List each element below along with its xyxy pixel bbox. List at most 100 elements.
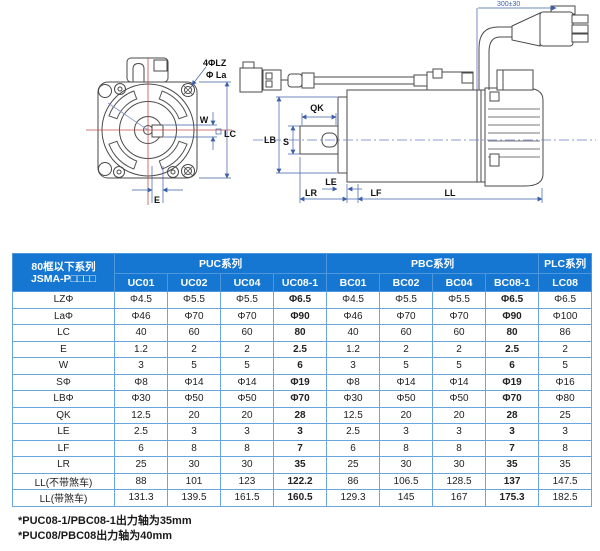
spec-cell: 12.5 [114, 406, 168, 424]
spec-cell: 60 [379, 324, 434, 342]
spec-cell: Φ14 [432, 373, 487, 391]
spec-cell: 25 [114, 456, 168, 474]
table-row: LC 40 60 60 80 40 60 60 80 86 [12, 324, 593, 342]
spec-cell: 3 [485, 423, 540, 441]
spec-cell: 2 [538, 340, 593, 358]
footnotes: *PUC08-1/PBC08-1出力轴为35mm *PUC08/PBC08出力轴… [18, 514, 192, 544]
spec-cell: 88 [114, 472, 168, 490]
front-view-drawing: 4ΦLZ Φ La W LC E [86, 57, 236, 205]
spec-cell: 8 [538, 439, 593, 457]
footnote-1: *PUC08-1/PBC08-1出力轴为35mm [18, 515, 192, 527]
spec-cell: 106.5 [379, 472, 434, 490]
row-label: LC [12, 324, 115, 342]
spec-cell: Φ70 [432, 307, 487, 325]
spec-cell: 160.5 [272, 489, 328, 507]
spec-cell: 86 [538, 324, 593, 342]
spec-cell: 2 [167, 340, 221, 358]
spec-cell: Φ90 [485, 307, 540, 325]
row-label: LL(带煞车) [12, 489, 115, 507]
spec-cell: 6 [272, 357, 328, 375]
spec-cell: 80 [272, 324, 328, 342]
power-connector-icon [478, 5, 589, 90]
spec-cell: Φ19 [485, 373, 540, 391]
spec-cell: 147.5 [538, 472, 593, 490]
spec-cell: 30 [220, 456, 274, 474]
spec-cell: 128.5 [432, 472, 487, 490]
flange-arc-slots [108, 90, 188, 170]
row-label: E [12, 340, 115, 358]
spec-cell: 60 [220, 324, 274, 342]
spec-cell: 2 [379, 340, 434, 358]
spec-cell: 30 [167, 456, 221, 474]
spec-cell: 20 [379, 406, 434, 424]
table-row: LaΦ Φ46 Φ70 Φ70 Φ90 Φ46 Φ70 Φ70 Φ90 Φ100 [12, 307, 593, 325]
spec-cell: 40 [326, 324, 381, 342]
spec-cell: Φ50 [167, 390, 221, 408]
spec-cell: 30 [432, 456, 487, 474]
spec-cell: 25 [326, 456, 381, 474]
spec-cell: Φ4.5 [326, 291, 381, 309]
row-label: LE [12, 423, 115, 441]
table-row: E 1.2 2 2 2.5 1.2 2 2 2.5 2 [12, 340, 593, 358]
spec-cell: 139.5 [167, 489, 221, 507]
table-row: SΦ Φ8 Φ14 Φ14 Φ19 Φ8 Φ14 Φ14 Φ19 Φ16 [12, 373, 593, 391]
model-column-header: BC01 [326, 273, 381, 292]
row-label: LF [12, 439, 115, 457]
label-flange-dia: Φ La [206, 70, 227, 80]
spec-cell: Φ5.5 [220, 291, 274, 309]
model-column-header: UC02 [167, 273, 221, 292]
label-lb: LB [264, 135, 276, 145]
row-label: LaΦ [12, 307, 115, 325]
spec-cell: 167 [432, 489, 487, 507]
spec-cell: 8 [432, 439, 487, 457]
series-title-line1: 80框以下系列 [31, 260, 96, 273]
spec-cell: 101 [167, 472, 221, 490]
table-row: LE 2.5 3 3 3 2.5 3 3 3 3 [12, 423, 593, 441]
spec-cell: 5 [379, 357, 434, 375]
model-column-header: BC02 [379, 273, 434, 292]
model-column-header: BC04 [432, 273, 487, 292]
spec-cell: 8 [220, 439, 274, 457]
spec-cell: Φ5.5 [432, 291, 487, 309]
side-view-drawing: 300±30 QK LB S LE LR LF LL [239, 1, 596, 203]
series-group-header: PUC系列 [113, 253, 328, 274]
spec-cell: Φ90 [272, 307, 328, 325]
spec-cell: 8 [379, 439, 434, 457]
spec-cell: 129.3 [326, 489, 381, 507]
model-column-header: UC08-1 [272, 273, 328, 292]
spec-cell: 35 [485, 456, 540, 474]
table-row: LR 25 30 30 35 25 30 30 35 35 [12, 456, 593, 474]
spec-cell: Φ6.5 [272, 291, 328, 309]
spec-cell: 1.2 [114, 340, 168, 358]
label-lr: LR [305, 188, 317, 198]
spec-cell: 35 [538, 456, 593, 474]
label-ll: LL [445, 188, 456, 198]
spec-cell: Φ50 [432, 390, 487, 408]
spec-cell: 7 [272, 439, 328, 457]
spec-cell: Φ30 [114, 390, 168, 408]
spec-cell: 3 [379, 423, 434, 441]
table-row: LL(不带煞车) 88 101 123 122.2 86 106.5 128.5 137 147.… [12, 472, 593, 490]
model-column-header: BC08-1 [485, 273, 540, 292]
spec-cell: 3 [167, 423, 221, 441]
spec-cell: 5 [432, 357, 487, 375]
spec-cell: 20 [220, 406, 274, 424]
label-bolt-holes: 4ΦLZ [203, 58, 227, 68]
label-offset-e: E [154, 195, 160, 205]
label-key-width: W [200, 115, 209, 125]
label-frame-size: LC [224, 129, 236, 139]
spec-cell: 7 [485, 439, 540, 457]
row-label: W [12, 357, 115, 375]
spec-cell: 1.2 [326, 340, 381, 358]
spec-cell: 35 [272, 456, 328, 474]
spec-cell: 40 [114, 324, 168, 342]
spec-cell: Φ70 [272, 390, 328, 408]
series-group-header: PLC系列 [538, 253, 593, 274]
front-dimensions [132, 66, 231, 203]
label-cable-length: 300±30 [497, 1, 520, 8]
spec-cell: 20 [432, 406, 487, 424]
footnote-2: *PUC08/PBC08出力轴为40mm [18, 530, 173, 542]
spec-cell: 12.5 [326, 406, 381, 424]
